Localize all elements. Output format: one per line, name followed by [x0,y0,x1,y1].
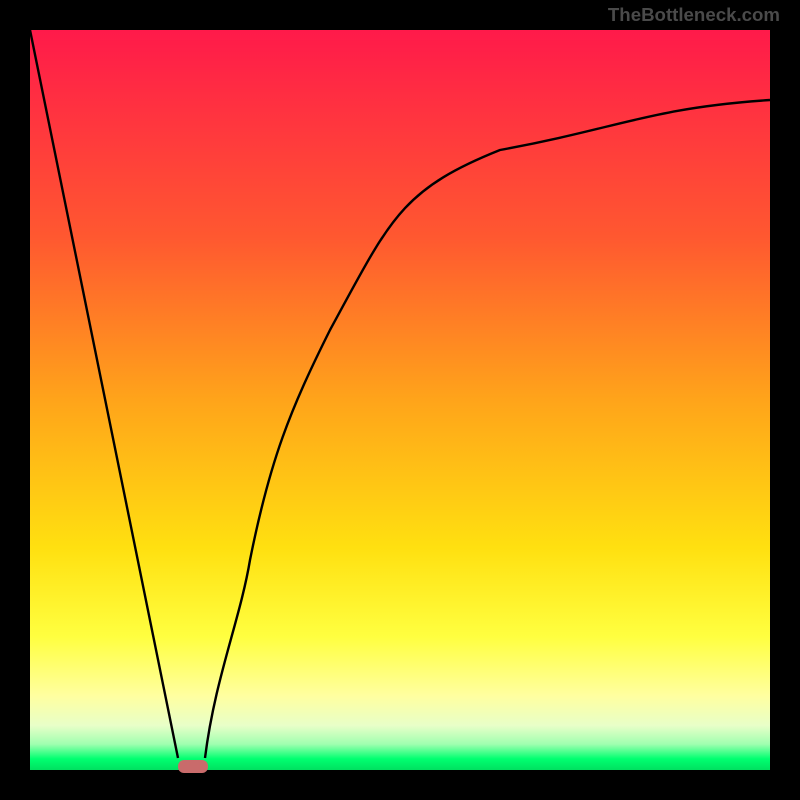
bottleneck-chart [0,0,800,800]
attribution-text: TheBottleneck.com [608,4,780,26]
chart-container: TheBottleneck.com [0,0,800,800]
plot-background [30,30,770,770]
minimum-marker [178,760,208,773]
